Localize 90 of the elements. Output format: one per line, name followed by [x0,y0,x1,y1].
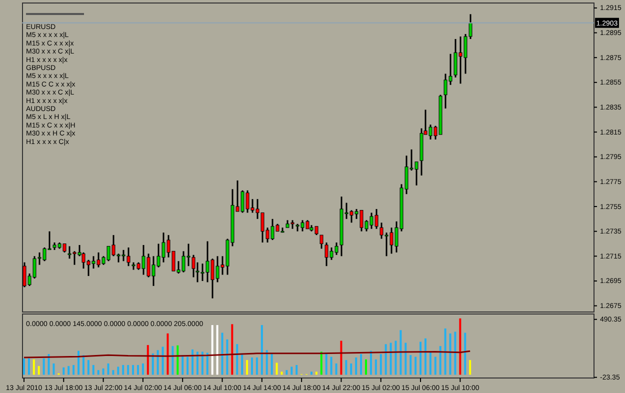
bar [414,356,417,375]
bar [97,370,100,375]
bar [325,352,328,375]
bar [454,332,456,375]
bar [92,365,94,375]
bar [424,338,426,375]
bar [250,357,253,375]
bar [221,332,224,375]
bar [310,372,312,375]
bar [87,360,90,375]
bar [256,357,258,375]
bar [370,350,372,375]
bar [162,346,164,375]
bar [176,345,179,375]
bar [345,360,348,375]
bar [52,363,55,375]
bar [340,340,342,375]
bar [68,366,70,375]
bar [266,350,268,375]
bar [201,352,204,375]
candlestick [126,246,130,267]
bar [211,325,214,375]
bar [62,367,65,375]
bar [400,330,402,375]
bar [102,368,104,375]
bar [350,363,352,375]
bar [434,356,436,375]
bar [226,339,228,375]
bar [464,332,466,375]
bar [196,352,198,375]
bar [364,359,367,375]
bar [22,358,25,375]
bar [166,333,169,375]
bar [280,372,283,375]
line-series [23,350,471,358]
bar [260,325,263,375]
bar [355,357,358,375]
bar [132,365,134,375]
bar [290,366,293,375]
bar [38,366,40,375]
bar [444,328,446,375]
bar [429,352,432,375]
bar [404,342,407,375]
bar [390,342,392,375]
bar [360,354,362,375]
bar [380,354,382,375]
bar [206,352,208,375]
bar [136,365,139,375]
bar [231,324,234,375]
bar [394,340,397,375]
bar [28,358,30,375]
bar [152,353,154,375]
bar [410,355,412,375]
bar [42,358,45,375]
candlestick [320,234,324,250]
bar [142,363,144,375]
bar [107,363,110,375]
bar [182,355,184,375]
bar [172,346,174,375]
bar [330,356,332,375]
bar [112,370,114,375]
bar [270,353,273,375]
bar [236,344,238,375]
bar [459,318,462,375]
bar [374,359,377,375]
bar [420,342,422,375]
bar [156,350,159,375]
bar [117,366,120,375]
bar [32,359,35,375]
bar [315,372,318,375]
bar [286,370,288,375]
bar [241,353,244,375]
bar [122,365,124,375]
bar [296,365,298,375]
bar [186,356,189,375]
bar [72,365,75,375]
bar [469,360,472,375]
bar [449,333,452,375]
bar [82,355,84,375]
bar [78,350,80,375]
bar [146,345,149,375]
bar [320,352,322,375]
bar [384,344,387,375]
bar [216,325,218,375]
bar [439,346,442,375]
bar [192,349,194,375]
bar [246,360,248,375]
bar [48,354,50,375]
bar [276,362,278,375]
bar [335,363,338,375]
